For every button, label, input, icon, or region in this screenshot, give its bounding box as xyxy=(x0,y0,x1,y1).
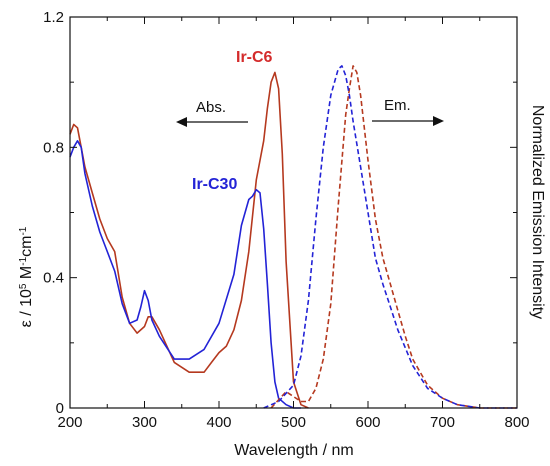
x-tick-label: 400 xyxy=(206,414,231,431)
y-axis-label-right: Normalized Emission Intensity xyxy=(529,105,546,319)
y-label-unit-cm: cm xyxy=(18,236,35,257)
y-axis-label-left: ε / 105 M-1cm-1 xyxy=(18,226,36,327)
em-arrow-head xyxy=(433,116,444,126)
x-tick-label: 200 xyxy=(57,414,82,431)
y-label-sup-exp: 5 xyxy=(18,283,29,289)
ir-c6-label: Ir-C6 xyxy=(236,49,273,66)
y-tick-label: 0.4 xyxy=(43,270,64,287)
x-tick-label: 600 xyxy=(355,414,380,431)
series-layer xyxy=(69,65,517,409)
plot-frame xyxy=(69,16,518,409)
y-tick-label: 1.2 xyxy=(43,9,64,26)
y-label-sup-m: -1 xyxy=(18,256,29,265)
ir-c30-label: Ir-C30 xyxy=(192,176,237,193)
abs-arrow-head xyxy=(176,117,187,127)
tick-layer: 200 300 400 500 600 700 800 0 0.4 0.8 1.2 xyxy=(43,9,529,431)
x-axis-label: Wavelength / nm xyxy=(234,442,353,459)
y-tick-label: 0.8 xyxy=(43,139,64,156)
x-tick-label: 800 xyxy=(504,414,529,431)
x-tick-label: 700 xyxy=(430,414,455,431)
y-label-sup-cm: -1 xyxy=(18,226,29,235)
ir-c30-absorption-line xyxy=(69,140,301,409)
y-label-main: ε / 10 xyxy=(18,289,35,327)
ir-c6-emission-line xyxy=(270,65,517,409)
y-tick-label: 0 xyxy=(56,400,64,417)
ir-c6-absorption-line xyxy=(69,71,309,409)
ir-c30-emission-line xyxy=(263,65,517,409)
y-label-unit-m: M xyxy=(18,266,35,284)
abs-annotation: Abs. xyxy=(196,99,226,116)
x-tick-label: 500 xyxy=(281,414,306,431)
em-annotation: Em. xyxy=(384,97,411,114)
x-tick-label: 300 xyxy=(132,414,157,431)
